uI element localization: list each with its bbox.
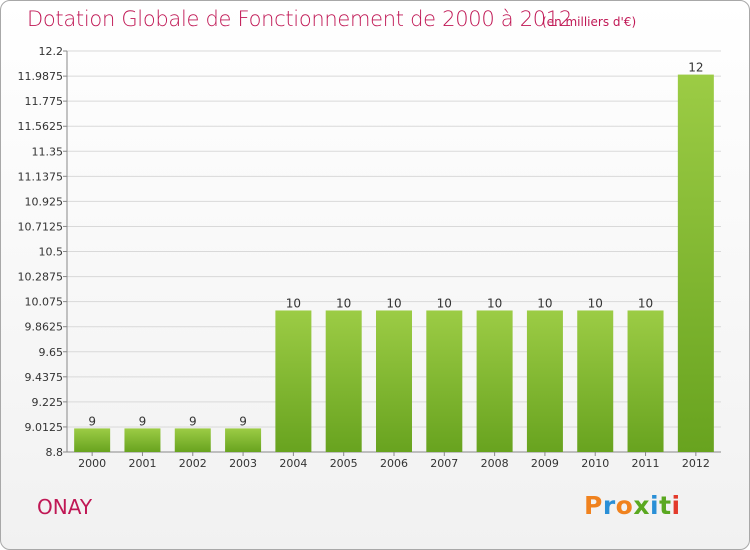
bar-value-label: 10	[286, 296, 301, 310]
bar-value-label: 10	[537, 296, 552, 310]
y-tick-label: 11.1375	[18, 170, 64, 183]
bar-value-label: 10	[336, 296, 351, 310]
proxiti-logo: Proxiti	[584, 491, 681, 520]
commune-name: ONAY	[37, 495, 93, 519]
y-tick-label: 9.225	[32, 396, 64, 409]
bar	[225, 428, 262, 452]
x-tick-label: 2010	[581, 457, 609, 470]
bar	[627, 310, 664, 452]
bar	[577, 310, 614, 452]
bar-value-label: 9	[189, 414, 197, 428]
y-tick-label: 9.4375	[25, 371, 64, 384]
bar-value-label: 10	[386, 296, 401, 310]
bar-value-label: 9	[88, 414, 96, 428]
x-tick-label: 2006	[380, 457, 408, 470]
y-tick-label: 11.35	[32, 145, 64, 158]
logo-letter: t	[659, 491, 672, 520]
y-tick-label: 10.2875	[18, 271, 64, 284]
y-tick-label: 9.65	[39, 346, 64, 359]
bar	[275, 310, 312, 452]
x-tick-label: 2003	[229, 457, 257, 470]
logo-letter: r	[602, 491, 616, 520]
bar	[677, 74, 714, 453]
y-tick-label: 10.925	[25, 195, 64, 208]
x-tick-label: 2007	[430, 457, 458, 470]
x-tick-label: 2000	[78, 457, 106, 470]
bar-value-label: 10	[588, 296, 603, 310]
x-tick-label: 2011	[632, 457, 660, 470]
bar-value-label: 10	[487, 296, 502, 310]
x-tick-label: 2008	[481, 457, 509, 470]
bar	[325, 310, 362, 452]
y-tick-label: 11.5625	[18, 120, 64, 133]
y-tick-label: 9.0125	[25, 421, 64, 434]
chart-title: Dotation Globale de Fonctionnement de 20…	[27, 7, 572, 31]
y-tick-label: 10.5	[39, 246, 64, 259]
bar	[124, 428, 161, 452]
bar	[526, 310, 563, 452]
y-tick-label: 8.8	[46, 446, 64, 459]
bar	[426, 310, 463, 452]
y-tick-label: 10.7125	[18, 220, 64, 233]
bar-value-label: 10	[437, 296, 452, 310]
logo-letter: o	[615, 491, 634, 520]
x-tick-label: 2001	[128, 457, 156, 470]
x-tick-label: 2004	[279, 457, 307, 470]
y-tick-label: 11.775	[25, 95, 64, 108]
bar-value-label: 9	[139, 414, 147, 428]
bar-value-label: 9	[239, 414, 247, 428]
bar	[376, 310, 412, 452]
x-tick-label: 2012	[682, 457, 710, 470]
bar-value-label: 10	[638, 296, 653, 310]
bar	[74, 428, 111, 452]
bar	[174, 428, 211, 452]
logo-letter: x	[633, 491, 650, 520]
logo-letter: i	[650, 491, 660, 520]
x-tick-label: 2002	[179, 457, 207, 470]
bar	[476, 310, 513, 452]
chart-unit: (en milliers d'€)	[542, 15, 637, 29]
y-tick-label: 10.075	[25, 296, 64, 309]
y-tick-label: 9.8625	[25, 321, 64, 334]
bar-value-label: 12	[688, 61, 703, 75]
logo-letter: i	[671, 491, 681, 520]
logo-letter: P	[584, 491, 603, 520]
y-tick-label: 11.9875	[18, 70, 64, 83]
x-tick-label: 2009	[531, 457, 559, 470]
x-tick-label: 2005	[330, 457, 358, 470]
y-tick-label: 12.2	[39, 45, 64, 58]
